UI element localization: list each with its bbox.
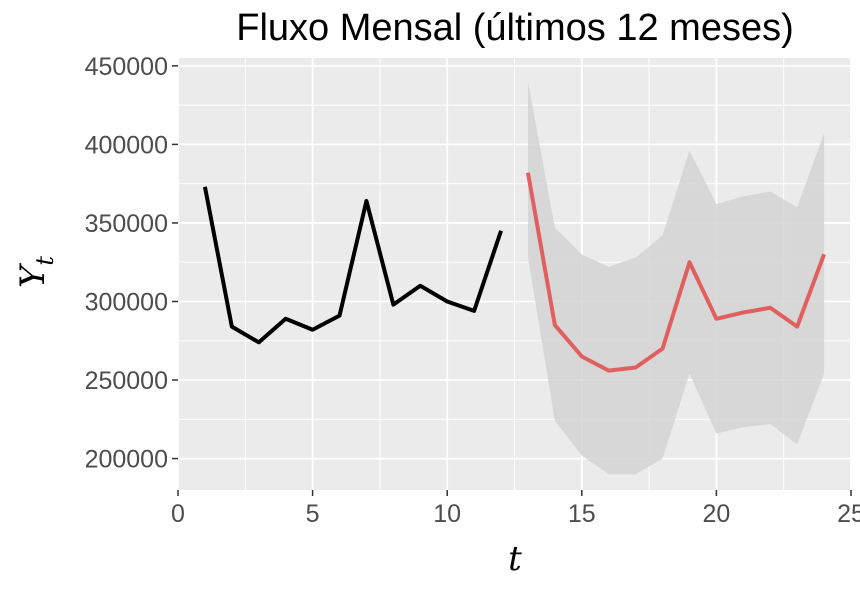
x-tick-label: 10 [433, 500, 461, 528]
x-tick-label: 5 [306, 500, 320, 528]
y-axis-title: Yt [13, 256, 59, 288]
y-tick-label: 350000 [85, 210, 168, 238]
x-tick-label: 0 [171, 500, 185, 528]
y-tick-label: 250000 [85, 367, 168, 395]
y-axis-title-main: Y [13, 262, 53, 288]
x-axis-title: t [508, 539, 522, 579]
chart-title: Fluxo Mensal (últimos 12 meses) [236, 7, 794, 49]
series-line-observed [202, 186, 503, 345]
series-line-forecast [525, 172, 826, 373]
x-tick-label: 25 [837, 500, 860, 528]
axis-ticks: 0 5 10 15 20 25 200000 250000 300000 350000 400000… [85, 53, 860, 528]
y-axis-title-subscript: t [31, 256, 59, 266]
y-tick-label: 200000 [85, 446, 168, 474]
x-tick-label: 15 [568, 500, 596, 528]
y-tick-label: 450000 [85, 53, 168, 81]
y-tick-label: 300000 [85, 288, 168, 316]
y-tick-label: 400000 [85, 131, 168, 159]
x-tick-label: 20 [702, 500, 730, 528]
series-lines [202, 172, 826, 373]
confidence-band [527, 81, 825, 475]
confidence-band-layer [527, 81, 825, 475]
